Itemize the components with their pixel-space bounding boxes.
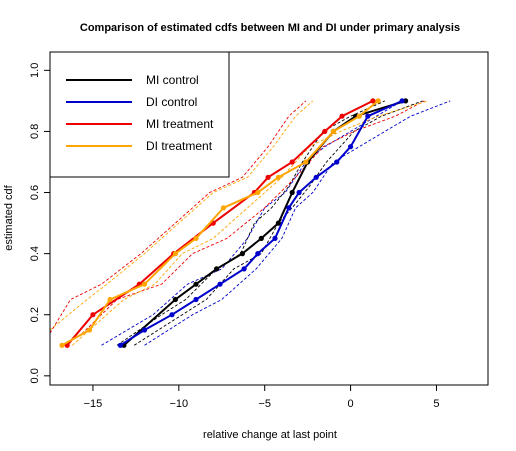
- series-1-point: [272, 235, 278, 241]
- y-tick-label: 0.4: [29, 246, 41, 261]
- series-0-point: [193, 281, 199, 287]
- series-0-point: [172, 296, 178, 303]
- y-tick-label: 0.2: [29, 307, 41, 322]
- band-line-4: [49, 100, 307, 334]
- series-3-point: [255, 189, 261, 196]
- series-0-point: [214, 266, 220, 272]
- series-2-point: [322, 128, 328, 134]
- band-line-2: [116, 100, 386, 346]
- legend-label-3: DI treatment: [146, 139, 213, 153]
- x-tick-label: −10: [169, 398, 188, 410]
- series-3-point: [220, 205, 227, 211]
- y-tick-label: 0.0: [29, 368, 41, 383]
- series-3-point: [303, 159, 309, 165]
- series-2-point: [265, 174, 271, 180]
- series-3-point: [107, 296, 113, 303]
- x-axis-label: relative change at last point: [203, 429, 337, 441]
- band-line-0: [101, 100, 403, 346]
- legend-label-2: MI treatment: [146, 117, 214, 131]
- confidence-bands: [49, 100, 451, 346]
- band-line-7: [72, 100, 429, 346]
- series-3-point: [375, 98, 381, 104]
- series-0-point: [239, 251, 245, 257]
- series-0-point: [258, 235, 264, 241]
- series-3-point: [193, 235, 199, 241]
- x-tick-label: 5: [433, 398, 439, 410]
- series-lines: [59, 98, 409, 348]
- legend-label-1: DI control: [146, 95, 197, 109]
- x-axis: −15 −10 −5 0 5: [84, 385, 440, 410]
- series-2-point: [289, 159, 295, 165]
- band-line-6: [49, 100, 314, 331]
- series-2-point: [90, 312, 96, 318]
- series-1-point: [217, 281, 223, 287]
- series-1-point: [399, 98, 405, 104]
- x-tick-label: −5: [258, 398, 271, 410]
- plot-frame: [49, 51, 489, 386]
- series-0-point: [289, 189, 295, 196]
- series-1-point: [334, 159, 340, 165]
- series-1-point: [241, 266, 247, 272]
- series-1-point: [255, 251, 261, 257]
- y-axis: 0.0 0.2 0.4 0.6 0.8 1.0: [29, 63, 50, 383]
- series-1-point: [296, 189, 302, 196]
- legend-label-0: MI control: [146, 73, 199, 87]
- legend: MI control DI control MI treatment DI treat…: [49, 51, 230, 178]
- series-2-point: [370, 98, 376, 104]
- series-1-point: [365, 113, 371, 119]
- y-tick-label: 0.6: [29, 185, 41, 200]
- series-1-point: [313, 174, 319, 180]
- legend-box: [49, 51, 230, 178]
- y-axis-label: estimated cdf: [3, 184, 15, 250]
- series-3-point: [330, 128, 336, 134]
- x-tick-label: 0: [348, 398, 354, 410]
- series-1-point: [348, 144, 354, 150]
- series-3-point: [86, 327, 93, 333]
- y-tick-label: 0.8: [29, 124, 41, 139]
- series-1-point: [141, 327, 148, 333]
- series-3-point: [172, 251, 178, 257]
- band-line-1: [144, 100, 451, 346]
- series-1-point: [193, 296, 199, 303]
- series-0-point: [275, 220, 281, 226]
- y-tick-label: 1.0: [29, 63, 41, 78]
- series-3-point: [59, 342, 65, 348]
- x-tick-label: −15: [84, 398, 103, 410]
- series-3-point: [275, 174, 281, 180]
- series-1-point: [286, 205, 292, 211]
- series-1-point: [117, 342, 123, 348]
- series-3-point: [356, 113, 362, 119]
- chart-title: Comparison of estimated cdfs between MI …: [80, 22, 460, 34]
- series-3-point: [141, 281, 148, 287]
- band-line-3: [133, 100, 423, 346]
- series-2-point: [339, 113, 345, 119]
- series-1-point: [169, 312, 175, 318]
